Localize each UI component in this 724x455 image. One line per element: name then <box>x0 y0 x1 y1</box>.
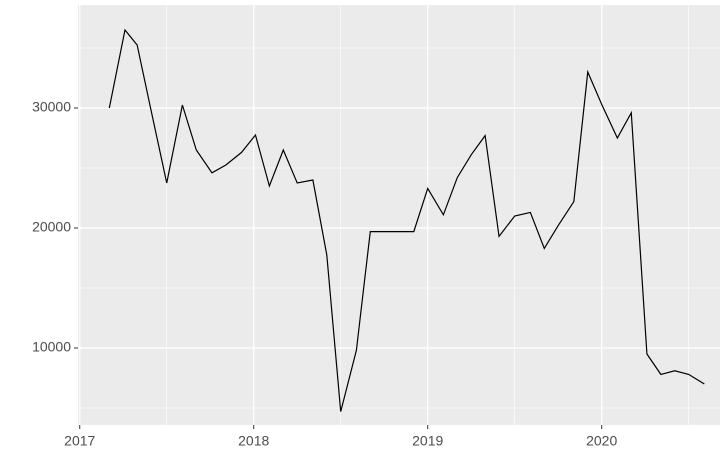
x-tick-label: 2019 <box>412 433 443 449</box>
x-tick-label: 2017 <box>64 433 95 449</box>
x-tick-label: 2018 <box>238 433 269 449</box>
panel-background <box>78 5 720 425</box>
y-tick-label: 20000 <box>32 219 71 235</box>
x-tick-label: 2020 <box>586 433 617 449</box>
data-line <box>108 28 705 412</box>
y-tick-label: 10000 <box>32 339 71 355</box>
y-tick-label: 30000 <box>32 99 71 115</box>
